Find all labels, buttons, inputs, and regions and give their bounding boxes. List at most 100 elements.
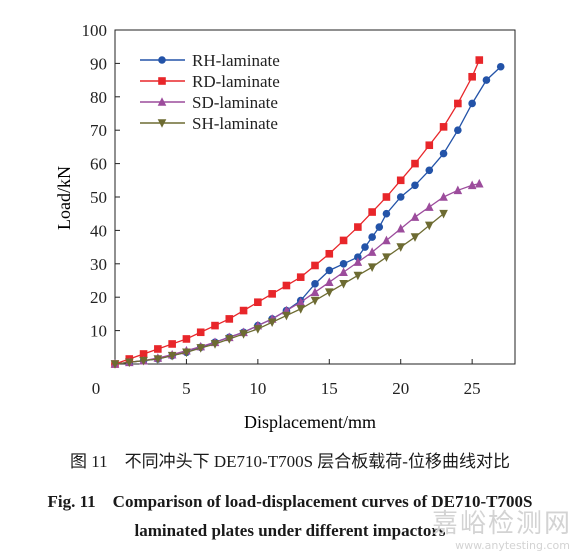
data-point [361,243,369,251]
series-line [114,59,480,365]
data-point [453,185,463,195]
y-axis-label: Load/kN [54,166,74,230]
plot-frame [114,29,516,365]
series-layer [110,56,505,369]
data-point [296,305,306,314]
legend-item: RH-laminate [140,51,280,70]
data-point [253,325,263,334]
data-point [339,280,348,289]
data-point [324,288,334,297]
data-point [339,260,348,268]
data-point [325,249,334,258]
data-point [224,335,234,344]
data-point [411,181,419,190]
x-tick-label: 20 [392,379,409,398]
data-point [325,266,334,275]
data-point [110,360,120,369]
data-point [439,123,448,131]
data-point [382,253,391,262]
series-sh-laminate [110,209,448,369]
y-tick-label: 40 [90,221,107,240]
y-tick-label: 80 [90,88,107,107]
data-point [382,235,391,245]
legend-item: SH-laminate [140,114,278,133]
x-tick-label: 15 [321,379,338,398]
data-point [182,348,191,358]
data-point [225,315,234,323]
data-point [324,277,334,286]
data-point [482,76,491,84]
data-point [154,345,162,353]
data-point [367,263,377,272]
data-point [310,296,320,306]
legend-label: RD-laminate [192,72,280,91]
data-point [354,223,362,231]
data-point [425,166,434,175]
y-tick-label: 30 [90,255,107,274]
data-point [382,209,391,218]
data-point [196,328,205,337]
y-tick-label: 60 [90,155,107,174]
series-sd-laminate [110,178,484,368]
data-point [282,281,291,290]
legend-marker [158,77,166,85]
data-point [267,318,277,328]
data-point [396,176,405,185]
legend-item: SD-laminate [140,93,278,112]
data-point [353,257,363,266]
x-tick-label: 25 [464,379,481,398]
data-point [124,358,134,368]
x-tick-label: 10 [249,379,266,398]
data-point [439,209,448,219]
data-point [182,335,191,343]
data-point [367,247,377,256]
data-point [396,223,406,233]
y-tick-label: 20 [90,288,107,307]
data-point [424,202,434,211]
chart-legend: RH-laminate RD-laminate SD-laminate SH-lami… [140,51,280,133]
legend-label: RH-laminate [192,51,280,70]
legend-marker [157,119,167,128]
data-point [167,351,177,361]
watermark-url: www.anytesting.com [455,539,570,552]
data-point [396,193,405,201]
data-point [496,62,505,71]
data-point [254,298,262,307]
caption-chinese: 图 11 不同冲头下 DE710-T700S 层合板载荷-位移曲线对比 [70,452,510,471]
chart-axes: 10 20 30 40 50 60 70 80 90 100 5 10 15 20 25 0 [82,21,516,398]
data-point [339,267,348,276]
data-point [396,243,406,252]
data-point [454,126,462,134]
legend-item: RD-laminate [140,72,280,91]
data-point [468,72,476,81]
data-point [411,159,419,168]
y-tick-label: 10 [90,322,107,341]
data-point [168,340,176,348]
data-point [353,271,363,281]
data-point [454,99,462,108]
data-point [139,356,148,366]
legend-label: SD-laminate [192,93,278,112]
data-point [239,330,248,339]
data-point [296,273,305,281]
legend-marker [157,97,167,106]
data-point [368,233,376,241]
data-point [196,344,206,353]
data-point [311,280,319,288]
data-point [410,233,420,242]
data-point [153,355,163,364]
legend-marker [158,56,166,64]
legend-label: SH-laminate [192,114,278,133]
y-tick-label: 100 [82,21,108,40]
data-point [354,253,362,261]
data-point [425,141,434,150]
data-point [439,192,448,201]
data-point [282,311,291,321]
data-point [475,56,484,64]
series-line [114,213,444,365]
data-point [310,287,320,296]
data-point [424,221,434,231]
data-point [239,306,248,315]
data-point [339,236,348,245]
data-point [468,99,476,108]
